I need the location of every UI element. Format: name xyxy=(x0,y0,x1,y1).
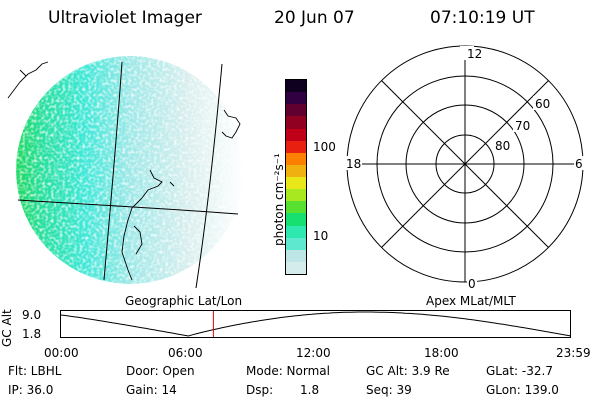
colorbar-unit-label: photon cm⁻²s⁻¹ xyxy=(272,153,286,246)
meridian-line xyxy=(195,63,223,289)
colorbar-segment xyxy=(286,237,306,250)
geo-panel-label: Geographic Lat/Lon xyxy=(125,294,243,308)
time-tick-0000: 00:00 xyxy=(44,346,79,360)
colorbar-tick-100: 100 xyxy=(313,140,336,154)
colorbar-tick-10: 10 xyxy=(313,229,329,243)
altitude-curve xyxy=(60,311,572,337)
mlt-label-18: 18 xyxy=(346,157,361,171)
coastlines xyxy=(7,61,241,281)
colorbar-segment xyxy=(286,213,306,226)
door-info: Door: Open xyxy=(126,364,195,378)
instrument-title: Ultraviolet Imager xyxy=(48,8,202,28)
color-scale-bar xyxy=(285,79,307,275)
ip-info: IP: 36.0 xyxy=(8,383,54,397)
colorbar-segment xyxy=(286,164,306,177)
geo-grid-lines xyxy=(17,61,239,289)
apex-polar-grid: 12 18 6 0 60 70 80 xyxy=(344,45,584,290)
mlat-label-70: 70 xyxy=(515,119,530,133)
colorbar-segment xyxy=(286,249,306,262)
mlat-label-80: 80 xyxy=(495,139,510,153)
mode-info: Mode: Normal xyxy=(246,364,330,378)
colorbar-segment xyxy=(286,201,306,214)
mlt-diagonal-line xyxy=(381,80,549,248)
dsp-label: Dsp: xyxy=(246,383,274,397)
mlt-label-12: 12 xyxy=(467,47,482,61)
mlat-label-60: 60 xyxy=(535,97,550,111)
colorbar-segment xyxy=(286,80,306,93)
colorbar-segment xyxy=(286,177,306,190)
image-time: 07:10:19 UT xyxy=(430,8,535,28)
colorbar-segment xyxy=(286,128,306,141)
mlt-label-0: 0 xyxy=(468,277,476,290)
time-tick-1800: 18:00 xyxy=(424,346,459,360)
colorbar-segment xyxy=(286,140,306,153)
time-tick-0600: 06:00 xyxy=(168,346,203,360)
glon-info: GLon: 139.0 xyxy=(486,383,559,397)
colorbar-segment xyxy=(286,104,306,117)
image-noise xyxy=(16,56,244,284)
colorbar-segment xyxy=(286,92,306,105)
meridian-line xyxy=(103,61,123,281)
mlt-label-6: 6 xyxy=(575,157,583,171)
altitude-plot-frame xyxy=(60,310,571,338)
glat-info: GLat: -32.7 xyxy=(486,364,553,378)
colorbar-segment xyxy=(286,116,306,129)
colorbar-segment xyxy=(286,225,306,238)
altitude-axis-label: GC Alt xyxy=(0,309,14,347)
geographic-image xyxy=(7,56,244,289)
colorbar-segment xyxy=(286,189,306,202)
dsp-value: 1.8 xyxy=(300,383,320,397)
time-tick-2359: 23:59 xyxy=(556,346,591,360)
apex-panel-label: Apex MLat/MLT xyxy=(426,294,516,308)
colorbar-segment xyxy=(286,261,306,274)
altitude-plot xyxy=(60,310,572,338)
altitude-tick-low: 1.8 xyxy=(22,327,42,341)
parallel-line xyxy=(17,199,239,215)
colorbar-segment xyxy=(286,152,306,165)
image-date: 20 Jun 07 xyxy=(274,8,355,28)
seq-info: Seq: 39 xyxy=(366,383,412,397)
gc-alt-info: GC Alt: 3.9 Re xyxy=(366,364,450,378)
filter-info: Flt: LBHL xyxy=(8,364,62,378)
altitude-tick-high: 9.0 xyxy=(22,308,42,322)
gain-info: Gain: 14 xyxy=(126,383,177,397)
time-tick-1200: 12:00 xyxy=(296,346,331,360)
